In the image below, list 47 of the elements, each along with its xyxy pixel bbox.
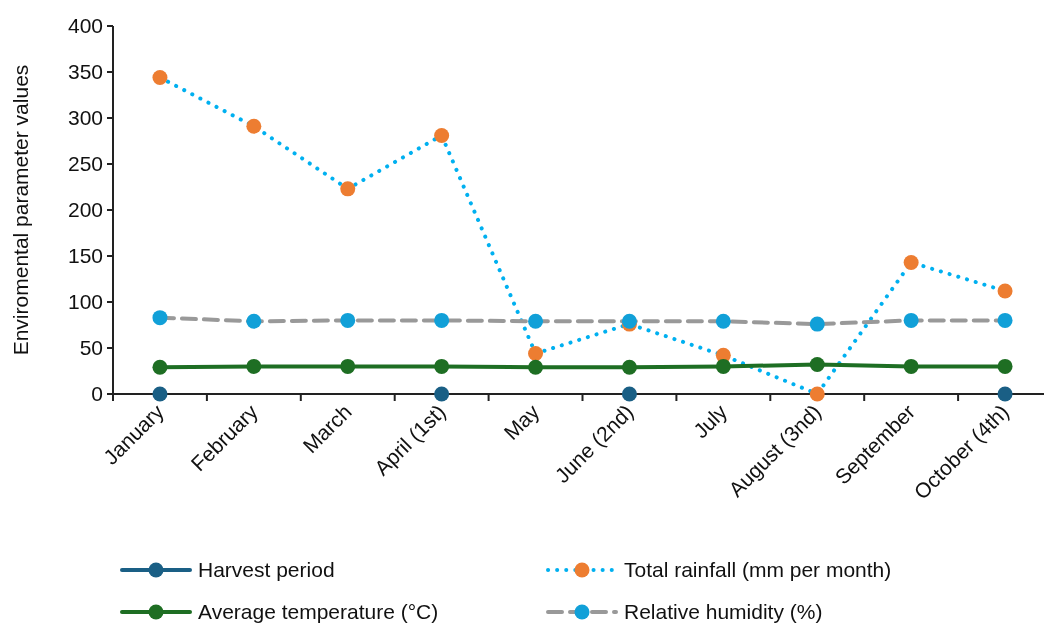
legend-label: Relative humidity (%) bbox=[624, 600, 823, 624]
point bbox=[528, 346, 544, 362]
point bbox=[903, 312, 919, 328]
point bbox=[152, 310, 168, 326]
point bbox=[997, 358, 1013, 374]
point bbox=[152, 386, 168, 402]
legend-label: Total rainfall (mm per month) bbox=[624, 558, 892, 582]
x-tick-label: July bbox=[688, 399, 732, 443]
point bbox=[528, 359, 544, 375]
point bbox=[246, 313, 262, 329]
point bbox=[715, 313, 731, 329]
point bbox=[152, 70, 168, 86]
y-axis-title: Enviromental parameter values bbox=[9, 64, 32, 356]
y-tick-label: 200 bbox=[67, 198, 103, 222]
point bbox=[246, 358, 262, 374]
legend-label: Average temperature (°C) bbox=[198, 600, 439, 624]
point bbox=[528, 313, 544, 329]
point bbox=[903, 358, 919, 374]
point bbox=[715, 358, 731, 374]
point bbox=[997, 283, 1013, 299]
point bbox=[997, 312, 1013, 328]
point bbox=[434, 312, 450, 328]
point bbox=[809, 316, 825, 332]
y-tick-label: 0 bbox=[91, 382, 103, 406]
point bbox=[809, 357, 825, 373]
y-tick-label: 250 bbox=[67, 152, 103, 176]
point bbox=[434, 386, 450, 402]
point bbox=[340, 312, 356, 328]
point bbox=[434, 127, 450, 143]
y-tick-label: 150 bbox=[67, 244, 103, 268]
point bbox=[152, 359, 168, 375]
point bbox=[621, 359, 637, 375]
legend-label: Harvest period bbox=[198, 558, 335, 582]
point bbox=[246, 118, 262, 134]
y-tick-label: 300 bbox=[67, 106, 103, 130]
point bbox=[903, 254, 919, 270]
point bbox=[340, 358, 356, 374]
point bbox=[809, 386, 825, 402]
point bbox=[621, 386, 637, 402]
point bbox=[434, 358, 450, 374]
y-tick-label: 50 bbox=[79, 336, 103, 360]
y-tick-label: 350 bbox=[67, 60, 103, 84]
y-tick-label: 100 bbox=[67, 290, 103, 314]
x-tick-label: May bbox=[499, 399, 544, 445]
point bbox=[997, 386, 1013, 402]
point bbox=[340, 181, 356, 197]
y-tick-label: 400 bbox=[67, 14, 103, 38]
